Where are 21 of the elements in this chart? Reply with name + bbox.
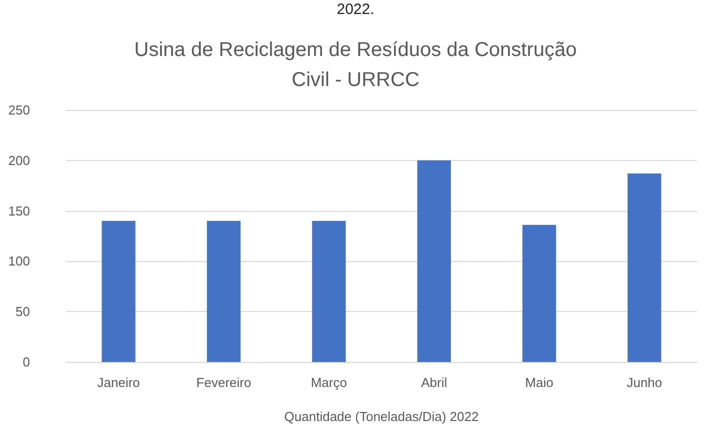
text: 2022. [336, 1, 374, 18]
x-tick-label: Abril [421, 375, 448, 390]
bar [206, 220, 241, 362]
bar [628, 174, 662, 362]
x-tick-label: Março [310, 375, 347, 390]
y-tick-label: 100 [8, 254, 30, 269]
bar [522, 224, 556, 362]
bar [102, 220, 136, 362]
x-tick-label: Fevereiro [196, 375, 252, 390]
bar [417, 160, 451, 362]
y-tick-label: 200 [8, 152, 30, 168]
x-tick-label: Maio [525, 375, 554, 390]
y-tick-label: 250 [8, 102, 30, 118]
y-tick-label: 50 [16, 304, 30, 320]
y-tick-label: 0 [22, 354, 30, 370]
bar [312, 220, 346, 362]
chart-title: Usina de Reciclagem de Resíduos da Construção Civil - URRCC [134, 39, 577, 91]
x-tick-label: Janeiro [97, 375, 140, 390]
x-tick-label: Junho [626, 375, 662, 390]
y-tick-label: 150 [8, 203, 30, 218]
x-axis-title: Quantidade (Toneladas/Dia) 2022 [284, 409, 479, 424]
